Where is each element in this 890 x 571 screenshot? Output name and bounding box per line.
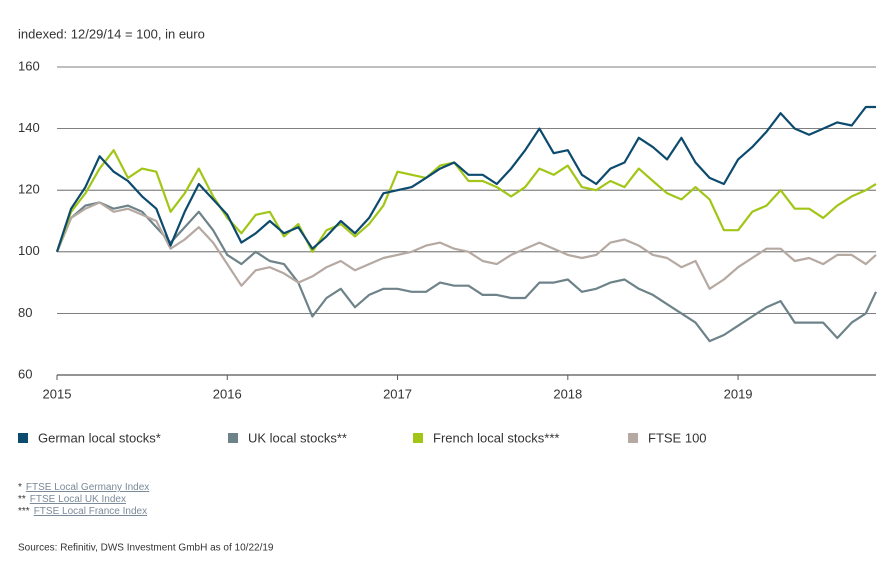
x-tick-label: 2018 xyxy=(553,386,582,401)
footnote: * FTSE Local Germany Index xyxy=(18,482,149,493)
footnote: ** FTSE Local UK Index xyxy=(18,494,126,505)
y-tick-label: 140 xyxy=(18,120,40,135)
legend-label: FTSE 100 xyxy=(648,430,707,445)
series-line xyxy=(55,201,877,343)
chart-subtitle: indexed: 12/29/14 = 100, in euro xyxy=(18,26,205,41)
legend-label: French local stocks*** xyxy=(433,430,559,445)
x-tick-label: 2019 xyxy=(724,386,753,401)
legend-label: UK local stocks** xyxy=(248,430,347,445)
y-tick-label: 120 xyxy=(18,182,40,197)
y-tick-label: 100 xyxy=(18,243,40,258)
y-tick-label: 80 xyxy=(18,305,32,320)
legend-swatch xyxy=(18,433,28,443)
legend-swatch xyxy=(413,433,423,443)
footnote-link[interactable]: FTSE Local France Index xyxy=(34,506,147,517)
series-line xyxy=(55,105,876,253)
legend-swatch xyxy=(228,433,238,443)
legend-label: German local stocks* xyxy=(38,430,161,445)
x-tick-label: 2016 xyxy=(213,386,242,401)
y-tick-label: 60 xyxy=(18,366,32,381)
footnote-mark: *** xyxy=(18,506,30,517)
footnote-mark: ** xyxy=(18,494,26,505)
legend-swatch xyxy=(628,433,638,443)
x-tick-label: 2017 xyxy=(383,386,412,401)
x-tick-label: 2015 xyxy=(43,386,72,401)
source: Sources: Refinitiv, DWS Investment GmbH … xyxy=(18,543,274,554)
footnote-link[interactable]: FTSE Local Germany Index xyxy=(26,482,149,493)
footnote: *** FTSE Local France Index xyxy=(18,506,147,517)
footnote-link[interactable]: FTSE Local UK Index xyxy=(30,494,126,505)
footnote-mark: * xyxy=(18,482,22,493)
series-line xyxy=(55,149,877,253)
series-line xyxy=(55,201,877,290)
y-tick-label: 160 xyxy=(18,58,40,73)
